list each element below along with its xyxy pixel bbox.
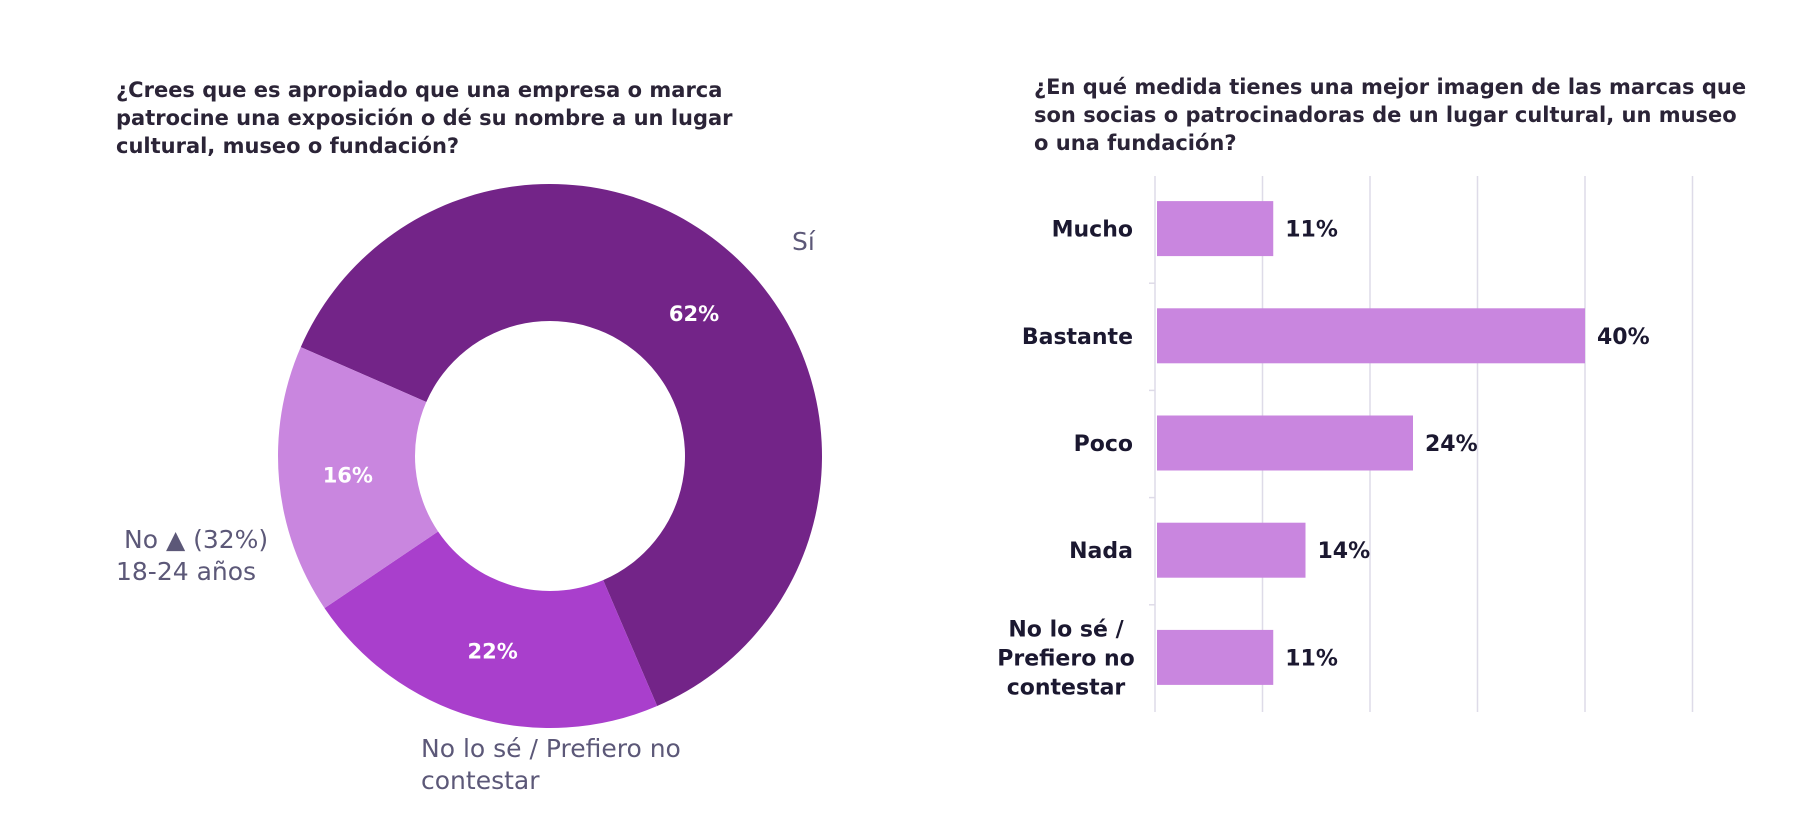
bar-category-label-1: Bastante: [1022, 325, 1133, 350]
donut-category-label-2: No lo sé / Prefiero no contestar: [421, 734, 681, 795]
bar-1: [1157, 308, 1585, 364]
donut-category-label-0: Sí: [792, 227, 816, 256]
donut-value-label-2: 16%: [323, 463, 373, 487]
donut-slice-2: [277, 347, 439, 609]
donut-value-label-1: 22%: [468, 640, 518, 664]
bar-chart-title: ¿En qué medida tienes una mejor imagen d…: [1034, 75, 1747, 155]
bar-value-label-3: 14%: [1318, 539, 1371, 564]
donut-value-label-0: 62%: [669, 302, 719, 326]
bar-4: [1157, 629, 1274, 685]
bar-category-label-0: Mucho: [1052, 218, 1133, 243]
bar-category-label-3: Nada: [1069, 539, 1133, 564]
bar-0: [1157, 201, 1274, 257]
bar-category-label-2: Poco: [1074, 432, 1133, 457]
bar-category-label-4: No lo sé / Prefiero no contestar: [997, 617, 1135, 700]
bar-2: [1157, 415, 1413, 471]
bar-3: [1157, 522, 1306, 578]
donut-chart: 62% Sí 22% No ▲ (32%) 18-24 años 16% No lo sé …: [116, 184, 822, 795]
bar-value-label-4: 11%: [1285, 646, 1338, 671]
donut-category-label-1: No ▲ (32%) 18-24 años: [116, 525, 268, 586]
bar-chart: 11% Mucho 40% Bastante 24% Poco 14% Nada 11% No l…: [997, 176, 1694, 712]
bar-value-label-1: 40%: [1597, 325, 1650, 350]
donut-slice-1: [324, 531, 658, 728]
donut-slice-0: [300, 184, 822, 707]
bar-value-label-2: 24%: [1425, 432, 1478, 457]
bar-value-label-0: 11%: [1285, 218, 1338, 243]
donut-chart-title: ¿Crees que es apropiado que una empresa …: [116, 78, 733, 158]
